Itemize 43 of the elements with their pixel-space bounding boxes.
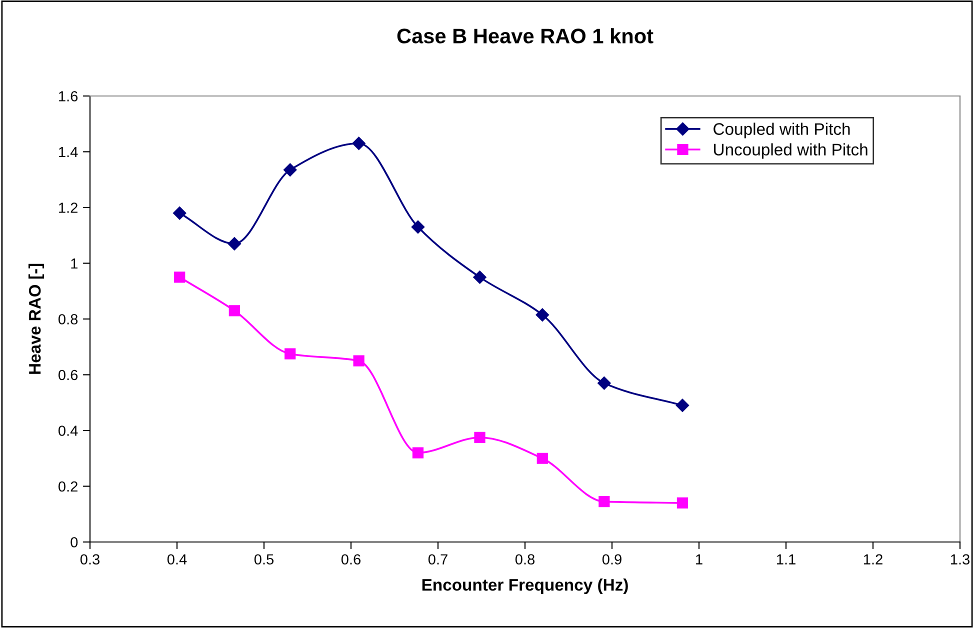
point: [284, 163, 297, 176]
point: [474, 432, 486, 444]
y-tick-label: 0.2: [58, 481, 78, 492]
x-tick-label: 1.1: [776, 554, 796, 564]
x-tick-label: 0.5: [254, 554, 274, 565]
y-tick-label: 1.2: [59, 202, 78, 213]
point: [676, 398, 690, 412]
legend-label: Uncoupled with Pitch: [714, 143, 868, 159]
point: [536, 452, 548, 464]
point: [173, 206, 186, 220]
y-tick-label: 1.4: [59, 147, 78, 158]
x-tick-label: 1.2: [864, 554, 882, 564]
point: [676, 497, 688, 509]
point: [598, 376, 611, 390]
x-tick-label: 0.3: [80, 554, 100, 565]
point: [228, 237, 242, 250]
point: [411, 220, 425, 234]
point: [598, 496, 610, 508]
y-tick-label: 0.8: [58, 314, 78, 324]
y-axis-title: Heave RAO [-]: [28, 264, 44, 374]
x-tick-label: 1.3: [950, 554, 970, 565]
point: [174, 272, 186, 283]
chart-title: Case B Heave RAO 1 knot: [397, 28, 654, 44]
legend-label: Coupled with Pitch: [714, 122, 850, 138]
point: [284, 348, 296, 360]
x-tick-label: 0.8: [515, 554, 535, 565]
y-tick-label: 1.6: [59, 91, 78, 102]
point: [473, 270, 486, 284]
point: [536, 308, 549, 322]
x-tick-label: 0.7: [428, 554, 448, 565]
x-tick-label: 0.9: [602, 554, 622, 565]
point: [352, 136, 366, 150]
point: [412, 447, 424, 458]
point: [228, 305, 240, 316]
y-tick-label: 0: [70, 537, 78, 548]
y-tick-label: 0.4: [58, 426, 78, 436]
x-axis-title: Encounter Frequency (Hz): [422, 578, 628, 594]
point: [353, 355, 364, 366]
y-tick-label: 1: [71, 258, 78, 269]
y-tick-label: 0.6: [58, 370, 78, 380]
x-tick-label: 0.6: [341, 554, 360, 565]
x-tick-label: 1: [696, 554, 702, 564]
x-tick-label: 0.4: [167, 554, 187, 565]
